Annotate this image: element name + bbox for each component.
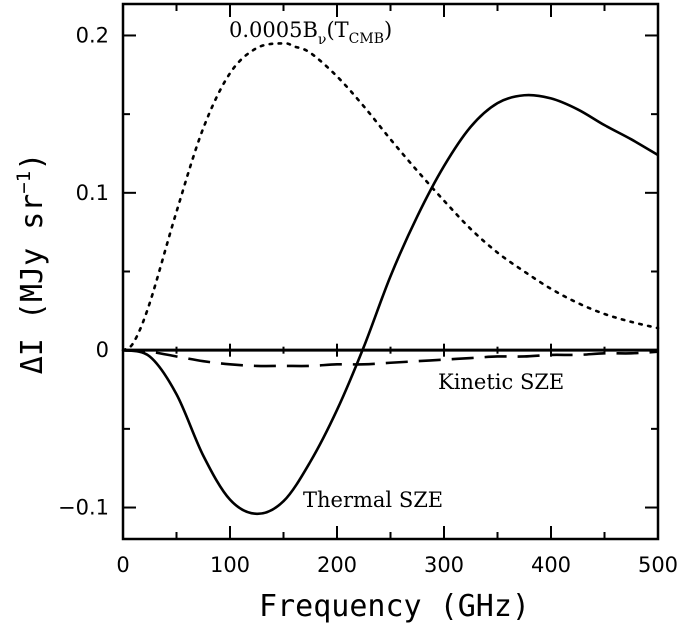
y-tick-label: 0 [96,338,109,362]
series-line-dashed [122,348,659,368]
x-tick-label: 300 [424,553,464,577]
x-tick-label: 500 [638,553,678,577]
y-axis-label-close: ) [15,153,50,171]
y-axis-label-exponent: −1 [13,171,35,194]
cmb-label-prefix: 0.0005B [229,18,318,42]
x-tick-label: 200 [317,553,357,577]
series-line-dotted [121,42,660,352]
ticks-layer [122,4,659,539]
series-line-solid [122,93,659,516]
cmb-blackbody-label: 0.0005Bν(TCMB) [229,18,392,48]
x-tick-label: 400 [531,553,571,577]
cmb-label-subscript: CMB [349,31,384,47]
thermal-sze-label: Thermal SZE [303,488,443,512]
series-layer [121,42,660,516]
y-tick-label: 0.1 [76,181,109,205]
y-axis-label-main: ΔI (MJy sr [15,194,50,375]
tick-labels: 0 100 200 300 400 500 −0.1 0 0.1 0.2 [58,23,678,577]
x-axis-label: Frequency (GHz) [259,589,530,624]
cmb-label-nu-subscript: ν [318,32,327,48]
y-tick-label: 0.2 [76,23,109,47]
cmb-label-open: (T [326,18,348,42]
kinetic-sze-label: Kinetic SZE [438,370,564,394]
x-tick-label: 100 [210,553,250,577]
cmb-label-close: ) [384,18,392,42]
y-tick-label: −0.1 [58,496,109,520]
plot-frame [121,2,660,541]
x-tick-label: 0 [116,553,129,577]
y-axis-label: ΔI (MJy sr−1) [13,153,50,375]
